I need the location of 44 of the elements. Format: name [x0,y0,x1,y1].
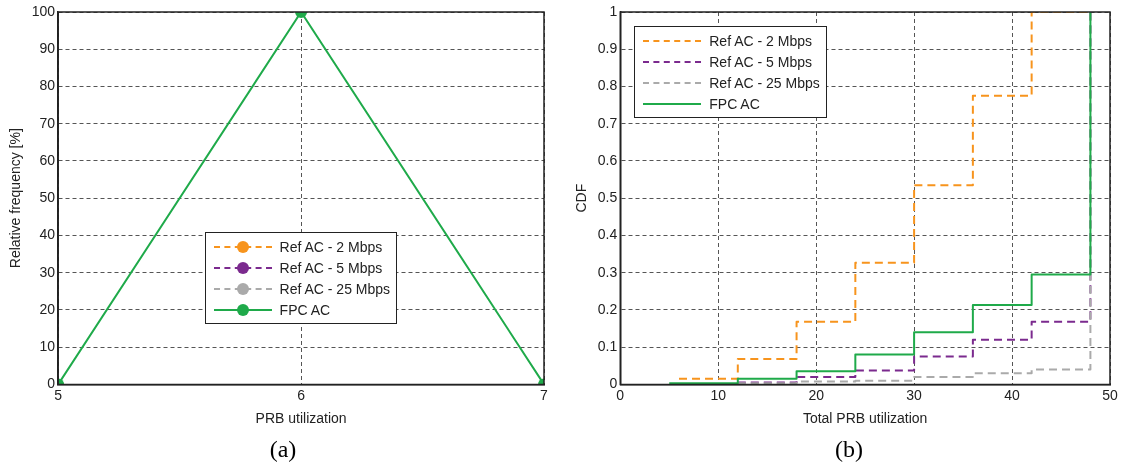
x-tick-label: 20 [808,386,825,403]
legend-label: Ref AC - 2 Mbps [709,32,812,49]
y-tick-label: 0 [609,375,618,392]
y-tick-label: 0.3 [597,263,618,280]
y-tick-label: 0.2 [597,300,618,317]
legend-label: FPC AC [709,95,760,112]
y-tick-label: 1 [609,2,618,19]
y-tick-label: 0.1 [597,338,618,355]
y-tick-label: 60 [39,151,56,168]
y-tick-label: 50 [39,189,56,206]
y-axis-title: CDF [573,183,590,213]
y-tick-label: 70 [39,114,56,131]
x-tick-label: 10 [710,386,727,403]
y-tick-label: 0.9 [597,40,618,57]
y-tick-label: 90 [39,40,56,57]
legend-label: FPC AC [279,301,331,318]
y-tick-label: 0.7 [597,114,618,131]
y-tick-label: 20 [39,300,56,317]
x-tick-label: 50 [1102,386,1118,403]
y-tick-label: 40 [39,226,56,243]
y-tick-label: 0.5 [597,189,618,206]
legend-label: Ref AC - 5 Mbps [279,259,383,276]
y-tick-label: 0.6 [597,151,618,168]
y-tick-label: 0.8 [597,77,618,94]
x-tick-label: 40 [1004,386,1021,403]
y-tick-label: 0 [47,375,56,392]
text: (a) [268,436,298,463]
x-tick-label: 30 [906,386,923,403]
y-tick-label: 80 [39,77,56,94]
legend-label: Ref AC - 2 Mbps [279,238,383,255]
x-axis-title: PRB utilization [255,410,347,427]
text: (b) [834,436,864,463]
y-tick-label: 10 [39,338,56,355]
y-tick-label: 100 [31,2,56,19]
y-axis-title: Relative frequency [%] [7,128,24,269]
x-tick-label: 6 [297,386,306,403]
y-tick-label: 30 [39,263,56,280]
legend-label: Ref AC - 25 Mbps [709,74,820,91]
x-tick-label: 7 [540,386,549,403]
y-tick-label: 0.4 [597,226,618,243]
x-tick-label: 5 [54,386,63,403]
x-axis-title: Total PRB utilization [802,410,928,427]
legend-label: Ref AC - 5 Mbps [709,53,812,70]
legend-label: Ref AC - 25 Mbps [279,280,391,297]
